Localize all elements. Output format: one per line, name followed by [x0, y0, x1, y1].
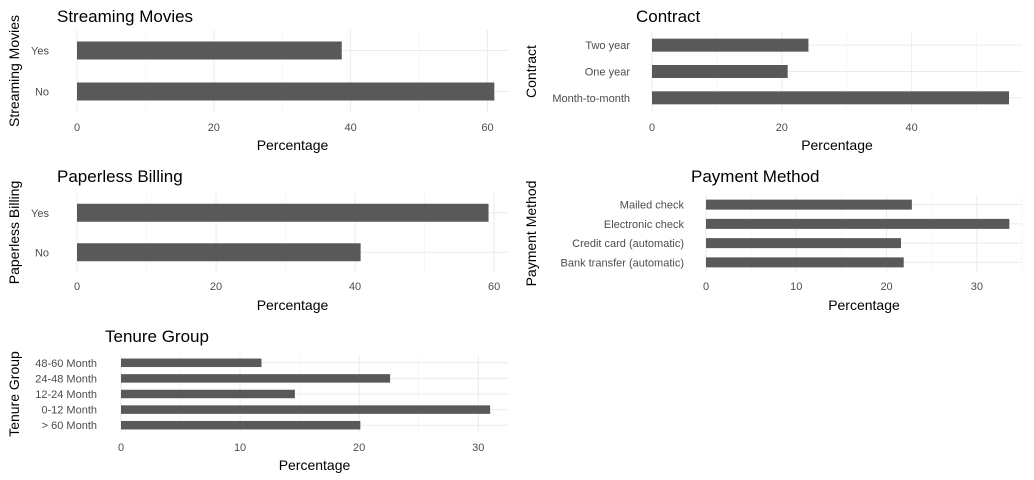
x-tick-label: 0	[74, 281, 80, 293]
chart-title: Payment Method	[691, 167, 820, 186]
bar-two-year	[652, 38, 809, 52]
x-tick-label: 60	[488, 281, 500, 293]
y-tick-label: No	[35, 87, 49, 99]
x-tick-label: 20	[880, 281, 892, 293]
y-tick-label: Yes	[31, 208, 49, 220]
tenure-group-panel: > 60 Month 0-12 Month 12-24 Month 24-48 Mon…	[6, 327, 508, 473]
x-tick-label: 40	[906, 122, 918, 134]
x-tick-label: 0	[118, 442, 124, 454]
y-tick-label: > 60 Month	[42, 420, 97, 432]
y-tick-label: 48-60 Month	[35, 358, 97, 370]
bar-one-year	[652, 65, 788, 78]
streaming-movies-panel: No Yes 0 20 40 60 Streaming Movies Percentage St…	[6, 7, 508, 153]
bar-mailed-check	[706, 199, 912, 210]
payment-method-panel: Bank transfer (automatic) Credit card (au…	[523, 167, 1023, 313]
y-tick-label: 12-24 Month	[35, 389, 97, 401]
y-axis-title: Tenure Group	[6, 351, 22, 437]
y-tick-label: Two year	[585, 40, 630, 52]
x-tick-label: 20	[208, 122, 220, 134]
bar-yes	[77, 203, 489, 222]
bar-48-60-month	[121, 358, 262, 368]
y-axis-title: Streaming Movies	[6, 15, 22, 127]
y-tick-label: Yes	[31, 46, 49, 58]
y-tick-label: 0-12 Month	[41, 405, 97, 417]
chart-title: Paperless Billing	[57, 167, 183, 186]
x-tick-label: 20	[210, 281, 222, 293]
bar-month-to-month	[652, 91, 1010, 105]
x-axis-title: Percentage	[828, 297, 900, 313]
y-tick-label: Mailed check	[620, 200, 685, 212]
y-tick-label: Month-to-month	[552, 93, 630, 105]
x-tick-label: 0	[703, 281, 709, 293]
x-tick-label: 20	[353, 442, 365, 454]
y-tick-label: Electronic check	[604, 219, 685, 231]
bar-12-24-month	[121, 389, 295, 399]
bar-credit-card-automatic-	[706, 238, 902, 249]
y-tick-label: 24-48 Month	[35, 373, 97, 385]
y-tick-label: No	[35, 247, 49, 259]
chart-title: Streaming Movies	[57, 7, 193, 26]
bar-electronic-check	[706, 218, 1010, 229]
x-tick-label: 60	[481, 122, 493, 134]
x-axis-title: Percentage	[279, 457, 351, 473]
paperless-billing-panel: No Yes 0 20 40 60 Paperless Billing Percentage P…	[6, 167, 508, 313]
bar-no	[77, 82, 495, 101]
bar-bank-transfer-automatic-	[706, 257, 904, 268]
x-tick-label: 40	[345, 122, 357, 134]
x-tick-label: 30	[971, 281, 983, 293]
bar-yes	[77, 41, 342, 60]
x-axis-title: Percentage	[257, 297, 329, 313]
x-axis-title: Percentage	[257, 137, 329, 153]
y-axis-title: Paperless Billing	[6, 181, 22, 285]
y-tick-label: One year	[585, 67, 631, 79]
x-tick-label: 20	[776, 122, 788, 134]
x-tick-label: 10	[234, 442, 246, 454]
x-tick-label: 0	[74, 122, 80, 134]
contract-panel: Month-to-month One year Two year 0 20 40 Contr…	[523, 7, 1022, 153]
bar--60-month	[121, 420, 361, 430]
y-axis-title: Contract	[523, 45, 539, 98]
x-tick-label: 30	[472, 442, 484, 454]
bar-24-48-month	[121, 374, 391, 383]
y-axis-title: Payment Method	[523, 181, 539, 287]
x-axis-title: Percentage	[801, 137, 873, 153]
y-tick-label: Credit card (automatic)	[572, 238, 684, 250]
x-tick-label: 0	[649, 122, 655, 134]
bar-no	[77, 243, 361, 262]
x-tick-label: 40	[349, 281, 361, 293]
x-tick-label: 10	[790, 281, 802, 293]
bar-0-12-month	[121, 405, 491, 414]
chart-title: Contract	[636, 7, 701, 26]
y-tick-label: Bank transfer (automatic)	[561, 257, 685, 269]
chart-title: Tenure Group	[105, 327, 209, 346]
